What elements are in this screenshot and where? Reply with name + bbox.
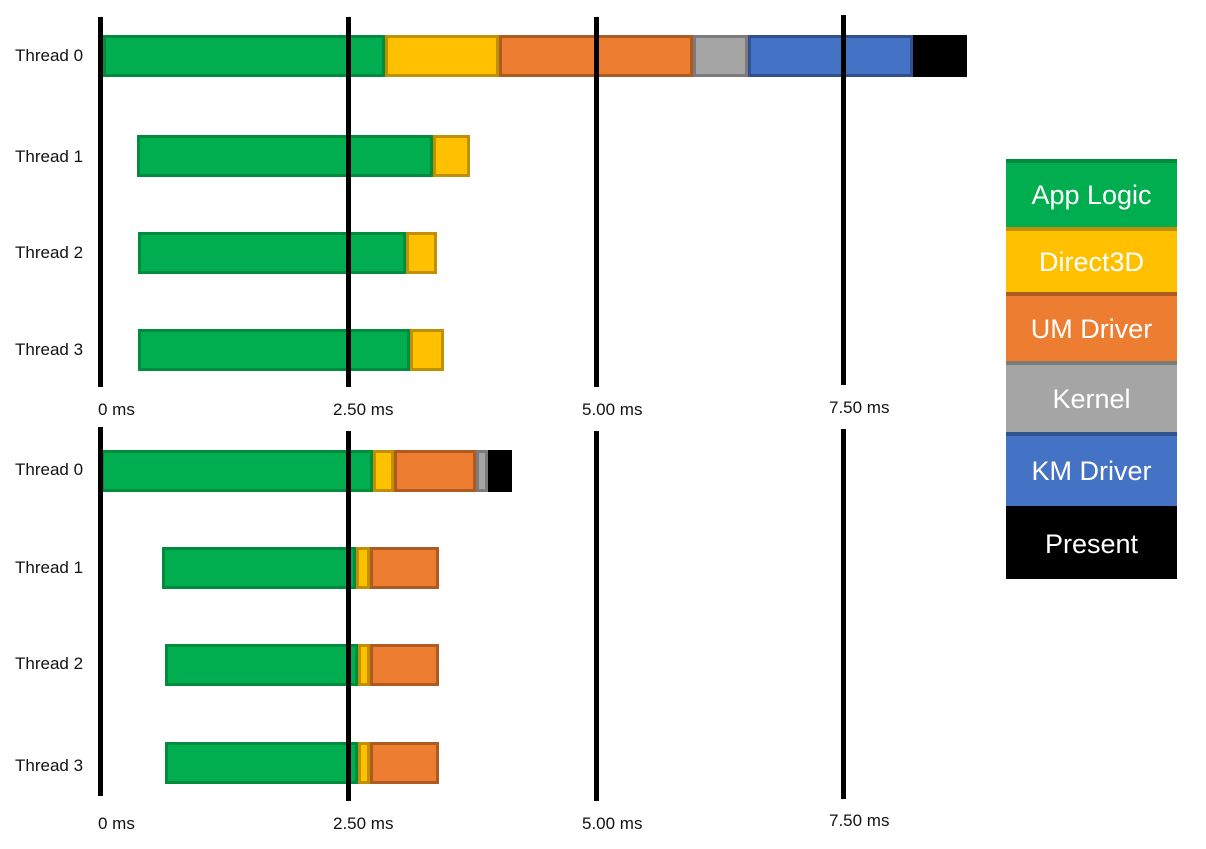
bar-segment-direct3d: [410, 329, 444, 371]
bar-segment-app-logic: [101, 450, 373, 492]
top-tick-7-5: 7.50 ms: [829, 398, 890, 417]
bar-segment-um-driver: [370, 644, 439, 686]
legend-direct3d: Direct3D: [1006, 227, 1177, 294]
bar-segment-app-logic: [138, 329, 410, 371]
bar-segment-app-logic: [103, 35, 385, 77]
top-tick-0: 0 ms: [98, 400, 135, 419]
gridline: [98, 427, 103, 796]
top-thread-1-label: Thread 1: [15, 147, 84, 166]
top-thread-2-label: Thread 2: [15, 243, 84, 262]
bar-segment-direct3d: [406, 232, 437, 274]
bar-segment-direct3d: [356, 547, 370, 589]
top-thread-0-label: Thread 0: [15, 46, 84, 65]
bottom-thread-1-label: Thread 1: [15, 558, 84, 577]
gridline: [98, 17, 103, 387]
gridline: [594, 431, 599, 801]
bar-segment-app-logic: [165, 644, 358, 686]
bar-segment-km-driver: [748, 35, 913, 77]
bar-segment-direct3d: [373, 450, 394, 492]
legend-km-driver: KM Driver: [1006, 432, 1177, 507]
bottom-tick-2-5: 2.50 ms: [333, 814, 394, 833]
bottom-tick-7-5: 7.50 ms: [829, 811, 890, 830]
bottom-tick-0: 0 ms: [98, 814, 135, 833]
bar-segment-um-driver: [370, 547, 439, 589]
bar-segment-app-logic: [137, 135, 433, 177]
gridline: [841, 15, 846, 385]
bar-segment-um-driver: [370, 742, 439, 784]
gridline: [841, 429, 846, 799]
bar-segment-direct3d: [433, 135, 470, 177]
legend-app-logic: App Logic: [1006, 159, 1177, 228]
legend-kernel: Kernel: [1006, 361, 1177, 433]
top-thread-3-label: Thread 3: [15, 340, 84, 359]
bottom-thread-3-label: Thread 3: [15, 756, 84, 775]
bottom-tick-5: 5.00 ms: [582, 814, 643, 833]
bar-segment-kernel: [693, 35, 748, 77]
gridline: [594, 17, 599, 387]
gridline: [346, 431, 351, 801]
bar-segment-present: [913, 35, 967, 77]
legend-um-driver: UM Driver: [1006, 292, 1177, 362]
bottom-thread-2-label: Thread 2: [15, 654, 84, 673]
legend-present: Present: [1006, 506, 1177, 579]
bar-segment-app-logic: [165, 742, 358, 784]
bar-segment-app-logic: [138, 232, 406, 274]
gridline: [346, 17, 351, 387]
bar-segment-um-driver: [394, 450, 476, 492]
top-tick-5: 5.00 ms: [582, 400, 643, 419]
bar-segment-present: [488, 450, 512, 492]
bar-segment-direct3d: [358, 742, 370, 784]
bar-segment-kernel: [476, 450, 488, 492]
bar-segment-direct3d: [358, 644, 370, 686]
bottom-thread-0-label: Thread 0: [15, 460, 84, 479]
top-tick-2-5: 2.50 ms: [333, 400, 394, 419]
bar-segment-direct3d: [385, 35, 499, 77]
bar-segment-app-logic: [162, 547, 356, 589]
